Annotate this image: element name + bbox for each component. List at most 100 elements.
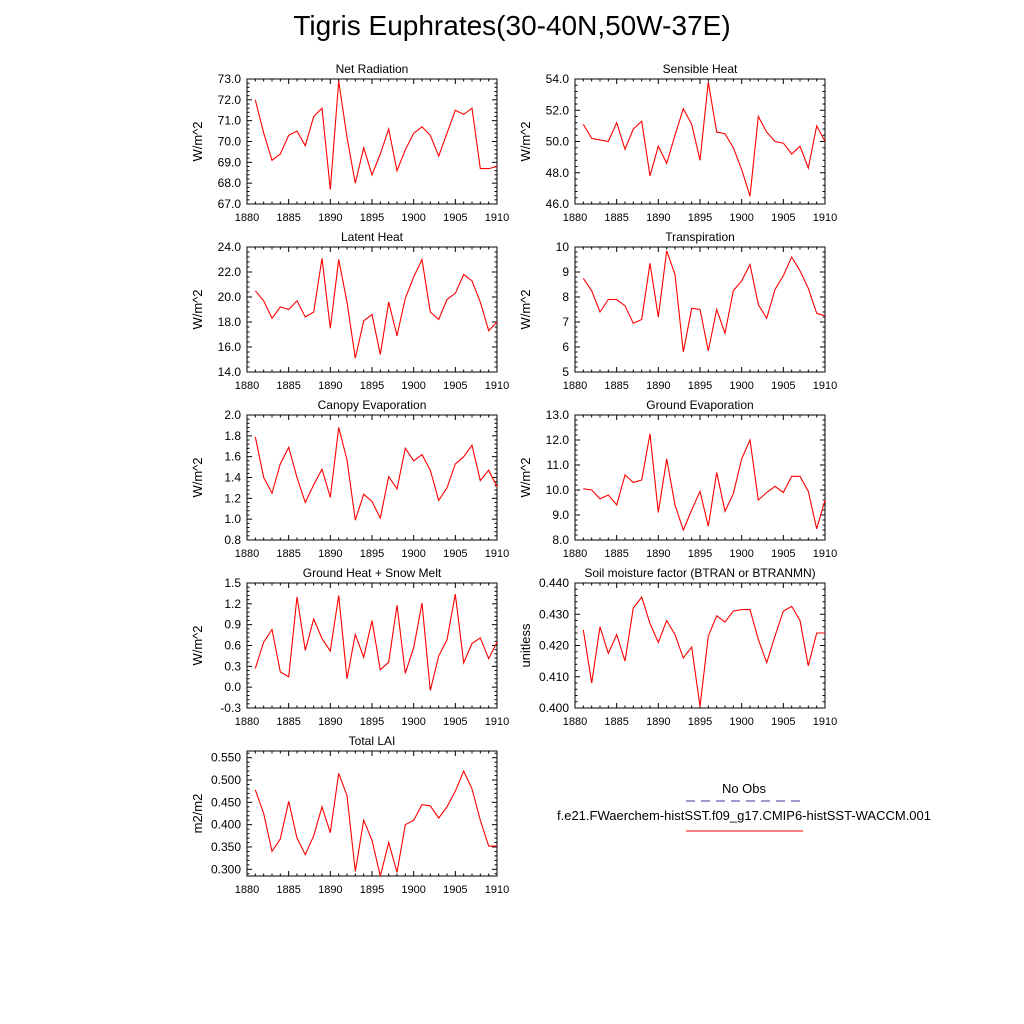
y-tick-label: 8.0 [552,533,569,547]
chart-panel: Soil moisture factor (BTRAN or BTRANMN) u… [518,566,837,728]
y-tick-label: 16.0 [218,340,242,354]
x-tick-label: 1890 [318,716,342,728]
x-tick-label: 1890 [646,380,670,392]
y-tick-label: 0.9 [224,618,241,632]
x-tick-label: 1900 [729,212,753,224]
y-tick-label: 71.0 [218,114,242,128]
y-axis-label: unitless [518,623,533,668]
x-tick-label: 1900 [401,716,425,728]
chart-title: Soil moisture factor (BTRAN or BTRANMN) [584,566,815,580]
y-tick-label: 0.0 [224,680,241,694]
x-tick-label: 1905 [443,212,467,224]
y-tick-label: 0.300 [211,862,241,876]
x-tick-label: 1890 [646,716,670,728]
y-tick-label: 0.500 [211,773,241,787]
y-tick-label: 54.0 [546,72,570,86]
chart-title: Total LAI [349,734,396,748]
x-tick-label: 1905 [771,212,795,224]
x-tick-label: 1910 [485,716,509,728]
y-tick-label: 24.0 [218,240,242,254]
chart-panels: Net Radiation W/m^2 1880 1885 1890 1895 1900 19… [190,62,837,896]
x-tick-label: 1895 [360,884,384,896]
x-tick-label: 1900 [401,548,425,560]
x-tick-label: 1885 [276,884,300,896]
x-tick-label: 1905 [443,380,467,392]
plot-frame [574,78,826,205]
x-tick-label: 1890 [318,548,342,560]
y-tick-label: 22.0 [218,265,242,279]
x-tick-label: 1905 [443,548,467,560]
y-tick-label: 6 [562,340,569,354]
y-tick-label: 0.410 [539,670,569,684]
series-line [582,82,826,197]
plot-frame [246,582,498,709]
y-axis-label: W/m^2 [518,289,533,329]
x-tick-label: 1895 [360,212,384,224]
x-tick-label: 1880 [563,716,587,728]
page-title: Tigris Euphrates(30-40N,50W-37E) [293,10,731,41]
x-tick-label: 1910 [813,548,837,560]
x-tick-label: 1900 [401,380,425,392]
x-tick-label: 1885 [276,212,300,224]
chart-panel: Total LAI m2/m2 1880 1885 1890 1895 1900 1905 19… [190,734,509,896]
x-tick-label: 1890 [318,212,342,224]
x-tick-label: 1880 [235,716,259,728]
y-tick-label: 72.0 [218,93,242,107]
y-tick-label: 20.0 [218,290,242,304]
plot-frame [246,750,498,877]
chart-panel: Latent Heat W/m^2 1880 1885 1890 1895 1900 1905… [190,230,509,392]
x-tick-label: 1905 [771,548,795,560]
x-tick-label: 1910 [485,884,509,896]
plot-frame [574,582,826,709]
x-tick-label: 1890 [646,212,670,224]
chart-title: Sensible Heat [663,62,738,76]
y-tick-label: 52.0 [546,103,570,117]
x-tick-label: 1885 [276,548,300,560]
y-tick-label: 10 [556,240,570,254]
plot-frame [574,414,826,541]
y-tick-label: 0.440 [539,576,569,590]
chart-title: Ground Heat + Snow Melt [303,566,442,580]
chart-panel: Sensible Heat W/m^2 1880 1885 1890 1895 1900 19… [518,62,837,224]
series-line [582,595,825,707]
y-tick-label: 68.0 [218,176,242,190]
y-tick-label: 0.450 [211,795,241,809]
y-tick-label: 10.0 [546,483,570,497]
x-tick-label: 1885 [604,548,628,560]
x-tick-label: 1885 [276,380,300,392]
y-tick-label: 1.6 [224,450,241,464]
x-tick-label: 1895 [360,380,384,392]
x-tick-label: 1905 [443,884,467,896]
series-line [582,250,826,353]
y-tick-label: 0.420 [539,639,569,653]
x-tick-label: 1880 [235,380,259,392]
x-tick-label: 1900 [729,716,753,728]
y-tick-label: 9.0 [552,508,569,522]
y-tick-label: 12.0 [546,433,570,447]
y-tick-label: 0.3 [224,659,241,673]
y-tick-label: 70.0 [218,135,242,149]
y-tick-label: 11.0 [547,458,570,472]
y-tick-label: 1.4 [224,471,241,485]
y-tick-label: 69.0 [218,155,242,169]
y-tick-label: 1.2 [224,491,241,505]
x-tick-label: 1910 [485,380,509,392]
y-tick-label: 46.0 [546,197,570,211]
series-line [583,433,826,532]
x-tick-label: 1900 [401,884,425,896]
y-tick-label: 73.0 [218,72,242,86]
series-line [254,769,497,877]
chart-title: Latent Heat [341,230,404,244]
x-tick-label: 1910 [813,716,837,728]
y-tick-label: 18.0 [218,315,242,329]
y-axis-label: W/m^2 [518,457,533,497]
y-tick-label: 0.550 [211,751,241,765]
chart-panel: Ground Heat + Snow Melt W/m^2 1880 1885 1890… [190,566,509,728]
x-tick-label: 1910 [813,380,837,392]
y-tick-label: 0.400 [539,701,569,715]
y-tick-label: 1.8 [224,429,241,443]
chart-panel: Transpiration W/m^2 1880 1885 1890 1895 1900 19… [518,230,837,392]
x-tick-label: 1885 [276,716,300,728]
y-axis-label: W/m^2 [190,289,205,329]
x-tick-label: 1905 [443,716,467,728]
